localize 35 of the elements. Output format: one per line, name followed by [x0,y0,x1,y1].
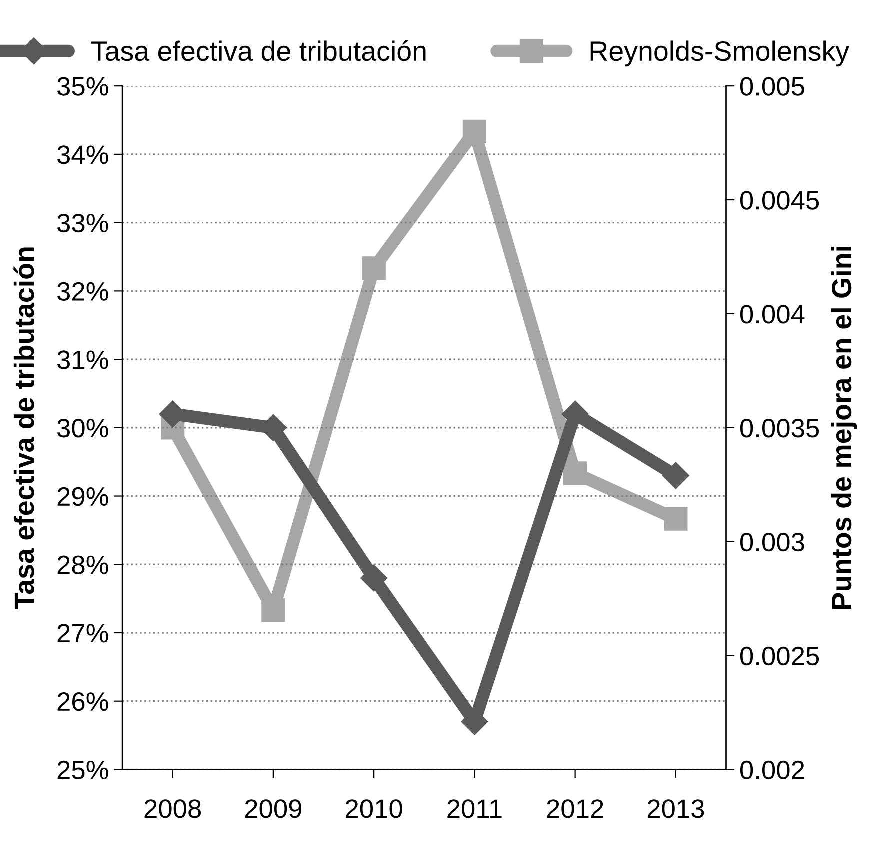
y2-tick-label: 0.0025 [740,646,820,666]
legend-label: Tasa efectiva de tributación [92,40,426,62]
y2-tick-label: 0.004 [740,305,805,324]
y-tick-label: 32% [57,282,108,301]
y2-tick-label: 0.0035 [740,419,820,438]
y-tick-label: 31% [57,350,108,370]
x-tick-label: 2010 [346,800,402,818]
y-tick-label: 33% [57,214,108,233]
point [362,256,386,280]
x-tick-label: 2008 [144,800,202,818]
point [664,507,688,531]
x-tick-label: 2013 [648,800,704,818]
x-tick-label: 2011 [448,800,502,818]
point [262,598,286,622]
y-tick-label: 34% [57,146,108,164]
point [662,462,690,490]
y2-tick-label: 0.005 [740,77,804,96]
x-tick-label: 2009 [245,800,302,818]
y2-tick-label: 0.0045 [740,191,820,210]
y-tick-label: 30% [57,419,108,438]
point [462,120,486,144]
point [564,462,588,486]
y-tick-label: 28% [58,556,108,574]
x-tick-label: 2012 [547,800,604,818]
y2-tick-label: 0.002 [740,760,804,780]
legend-label: Reynolds-Smolensky [590,40,850,67]
y-tick-label: 35% [57,77,108,96]
y2-axis-title: Puntos de mejora en el Gini [831,246,858,609]
y2-tick-label: 0.003 [740,532,804,552]
y-axis-title: Tasa efectiva de tributación [14,248,34,610]
y-tick-label: 29% [58,487,108,506]
y-tick-label: 27% [58,624,108,643]
y-tick-label: 25% [58,760,108,780]
y-tick-label: 26% [58,692,108,712]
point [360,564,388,592]
